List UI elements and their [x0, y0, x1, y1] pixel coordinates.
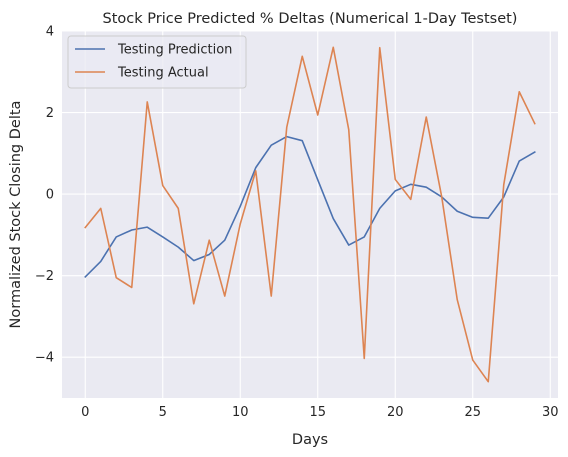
series-line-actual	[84, 46, 536, 383]
x-axis-title: Days	[292, 432, 328, 448]
y-tick-label: 2	[46, 106, 54, 121]
legend-box	[67, 35, 247, 89]
x-tick-label: 20	[387, 405, 404, 420]
y-tick-labels: −4 −2 0 2 4	[35, 25, 54, 366]
y-tick-label: −2	[35, 269, 54, 284]
series-line-prediction	[84, 135, 536, 279]
x-tick-label: 0	[81, 405, 89, 420]
legend: Testing Prediction Testing Actual	[67, 35, 247, 89]
series-lines	[84, 46, 536, 383]
chart-title: Stock Price Predicted % Deltas (Numerica…	[103, 11, 518, 27]
x-tick-label: 25	[464, 405, 481, 420]
y-tick-label: 4	[46, 25, 54, 40]
x-tick-labels: 0 5 10 15 20 25 30	[81, 405, 558, 420]
plot-background	[62, 31, 558, 398]
x-tick-label: 15	[309, 405, 326, 420]
x-tick-label: 30	[542, 405, 559, 420]
legend-label-actual: Testing Actual	[117, 66, 209, 81]
grid-lines	[62, 30, 558, 398]
x-tick-label: 10	[232, 405, 249, 420]
y-tick-label: −4	[35, 351, 54, 366]
y-axis-title: Normalized Stock Closing Delta	[8, 101, 24, 329]
x-tick-label: 5	[159, 405, 167, 420]
y-tick-label: 0	[46, 188, 54, 203]
legend-label-prediction: Testing Prediction	[117, 43, 232, 58]
